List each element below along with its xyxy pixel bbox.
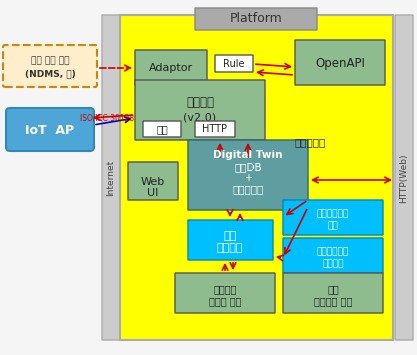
Text: 데이터 분석: 데이터 분석: [209, 296, 241, 306]
Text: 공간DB: 공간DB: [234, 162, 262, 172]
FancyBboxPatch shape: [6, 108, 94, 151]
Text: 센서: 센서: [327, 284, 339, 294]
Text: Rule: Rule: [223, 59, 245, 69]
Text: 미들웨어: 미들웨어: [186, 97, 214, 109]
Text: HTTP: HTTP: [203, 124, 228, 134]
FancyBboxPatch shape: [295, 40, 385, 85]
Text: 센서측정: 센서측정: [213, 284, 237, 294]
FancyBboxPatch shape: [395, 15, 413, 340]
Text: 보안: 보안: [156, 124, 168, 134]
FancyBboxPatch shape: [283, 200, 383, 235]
FancyBboxPatch shape: [175, 273, 275, 313]
Text: HTTP(Web): HTTP(Web): [399, 153, 409, 203]
FancyBboxPatch shape: [188, 140, 308, 210]
Text: 상황인지: 상황인지: [217, 243, 243, 253]
Text: (v2.0): (v2.0): [183, 112, 216, 122]
Text: 분석: 분석: [328, 222, 338, 230]
FancyBboxPatch shape: [143, 121, 181, 137]
Text: 설치장소 분석: 설치장소 분석: [314, 296, 352, 306]
Text: 센싱데이타: 센싱데이타: [232, 184, 264, 194]
Text: Digital Twin: Digital Twin: [213, 150, 283, 160]
FancyBboxPatch shape: [135, 80, 265, 140]
Text: Internet: Internet: [106, 160, 116, 196]
FancyBboxPatch shape: [3, 45, 97, 87]
Text: (NDMS, 등): (NDMS, 등): [25, 70, 75, 78]
Text: +: +: [244, 173, 252, 183]
FancyBboxPatch shape: [128, 162, 178, 200]
FancyBboxPatch shape: [195, 8, 317, 30]
Text: 외부 서비 연계: 외부 서비 연계: [31, 56, 69, 66]
Text: 위험도지수화: 위험도지수화: [317, 209, 349, 218]
Text: 재난: 재난: [224, 231, 236, 241]
Text: Adaptor: Adaptor: [149, 63, 193, 73]
Text: IoT  AP: IoT AP: [25, 124, 75, 137]
FancyBboxPatch shape: [120, 15, 393, 340]
Text: ISO/IEC 30128: ISO/IEC 30128: [80, 114, 134, 122]
Text: Platform: Platform: [230, 12, 282, 26]
FancyBboxPatch shape: [215, 55, 253, 72]
Text: 알고리즘: 알고리즘: [322, 260, 344, 268]
Text: OpenAPI: OpenAPI: [315, 56, 365, 70]
Text: 시뮬레이터: 시뮬레이터: [294, 137, 326, 147]
Text: 대피경로선정: 대피경로선정: [317, 247, 349, 257]
FancyBboxPatch shape: [195, 121, 235, 137]
FancyBboxPatch shape: [283, 273, 383, 313]
FancyBboxPatch shape: [102, 15, 120, 340]
Text: Web: Web: [141, 177, 165, 187]
Text: UI: UI: [147, 188, 159, 198]
FancyBboxPatch shape: [283, 238, 383, 273]
FancyBboxPatch shape: [188, 220, 273, 260]
FancyBboxPatch shape: [135, 50, 207, 85]
